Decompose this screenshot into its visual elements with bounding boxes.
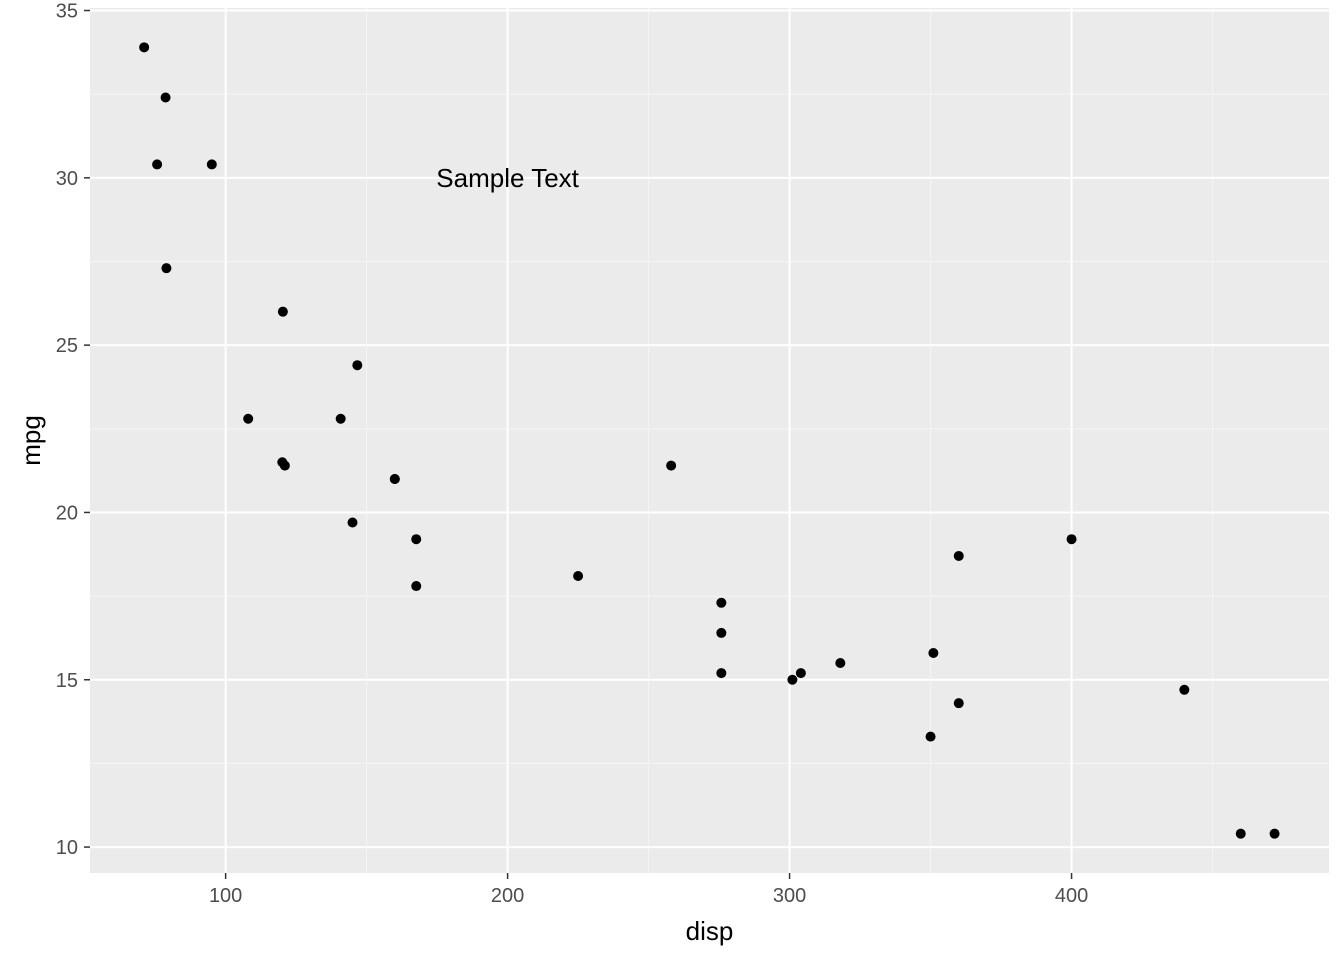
data-point — [787, 674, 798, 685]
data-point — [389, 473, 400, 484]
data-point — [716, 597, 727, 608]
y-tick-label: 10 — [56, 837, 78, 859]
data-point — [347, 517, 358, 528]
data-point — [1269, 828, 1280, 839]
data-point — [953, 550, 964, 561]
y-axis: 10 15 20 25 30 35 — [56, 1, 90, 859]
data-point — [277, 306, 288, 317]
x-tick-label: 100 — [209, 885, 242, 907]
data-point — [411, 534, 422, 545]
plot-panel — [90, 8, 1329, 873]
data-point — [716, 668, 727, 679]
x-axis-title: disp — [686, 916, 734, 946]
data-point — [573, 571, 584, 582]
data-point — [139, 42, 150, 53]
y-tick-label: 15 — [56, 670, 78, 692]
data-point — [666, 460, 677, 471]
y-tick-label: 35 — [56, 1, 78, 23]
grid-minor — [90, 8, 1329, 873]
data-point — [1235, 828, 1246, 839]
data-point — [206, 159, 217, 170]
data-point — [411, 581, 422, 592]
annotation-label: Sample Text — [436, 163, 579, 193]
x-tick-label: 400 — [1055, 885, 1088, 907]
data-point — [161, 263, 172, 274]
data-point — [1066, 534, 1077, 545]
y-tick-label: 30 — [56, 168, 78, 190]
data-point — [1179, 684, 1190, 695]
x-axis: 100 200 300 400 — [209, 873, 1088, 907]
data-point — [152, 159, 163, 170]
y-axis-title: mpg — [16, 415, 46, 466]
x-tick-label: 300 — [773, 885, 806, 907]
y-tick-label: 25 — [56, 335, 78, 357]
y-tick-label: 20 — [56, 502, 78, 524]
data-point — [925, 731, 936, 742]
data-points — [139, 42, 1280, 839]
data-point — [835, 658, 846, 669]
data-point — [716, 627, 727, 638]
data-point — [352, 360, 363, 371]
data-point — [243, 413, 254, 424]
data-point — [795, 668, 806, 679]
data-point — [928, 647, 939, 658]
data-point — [279, 460, 290, 471]
data-point — [335, 413, 346, 424]
data-point — [953, 698, 964, 709]
x-tick-label: 200 — [491, 885, 524, 907]
grid-major — [90, 8, 1329, 873]
data-point — [160, 92, 171, 103]
